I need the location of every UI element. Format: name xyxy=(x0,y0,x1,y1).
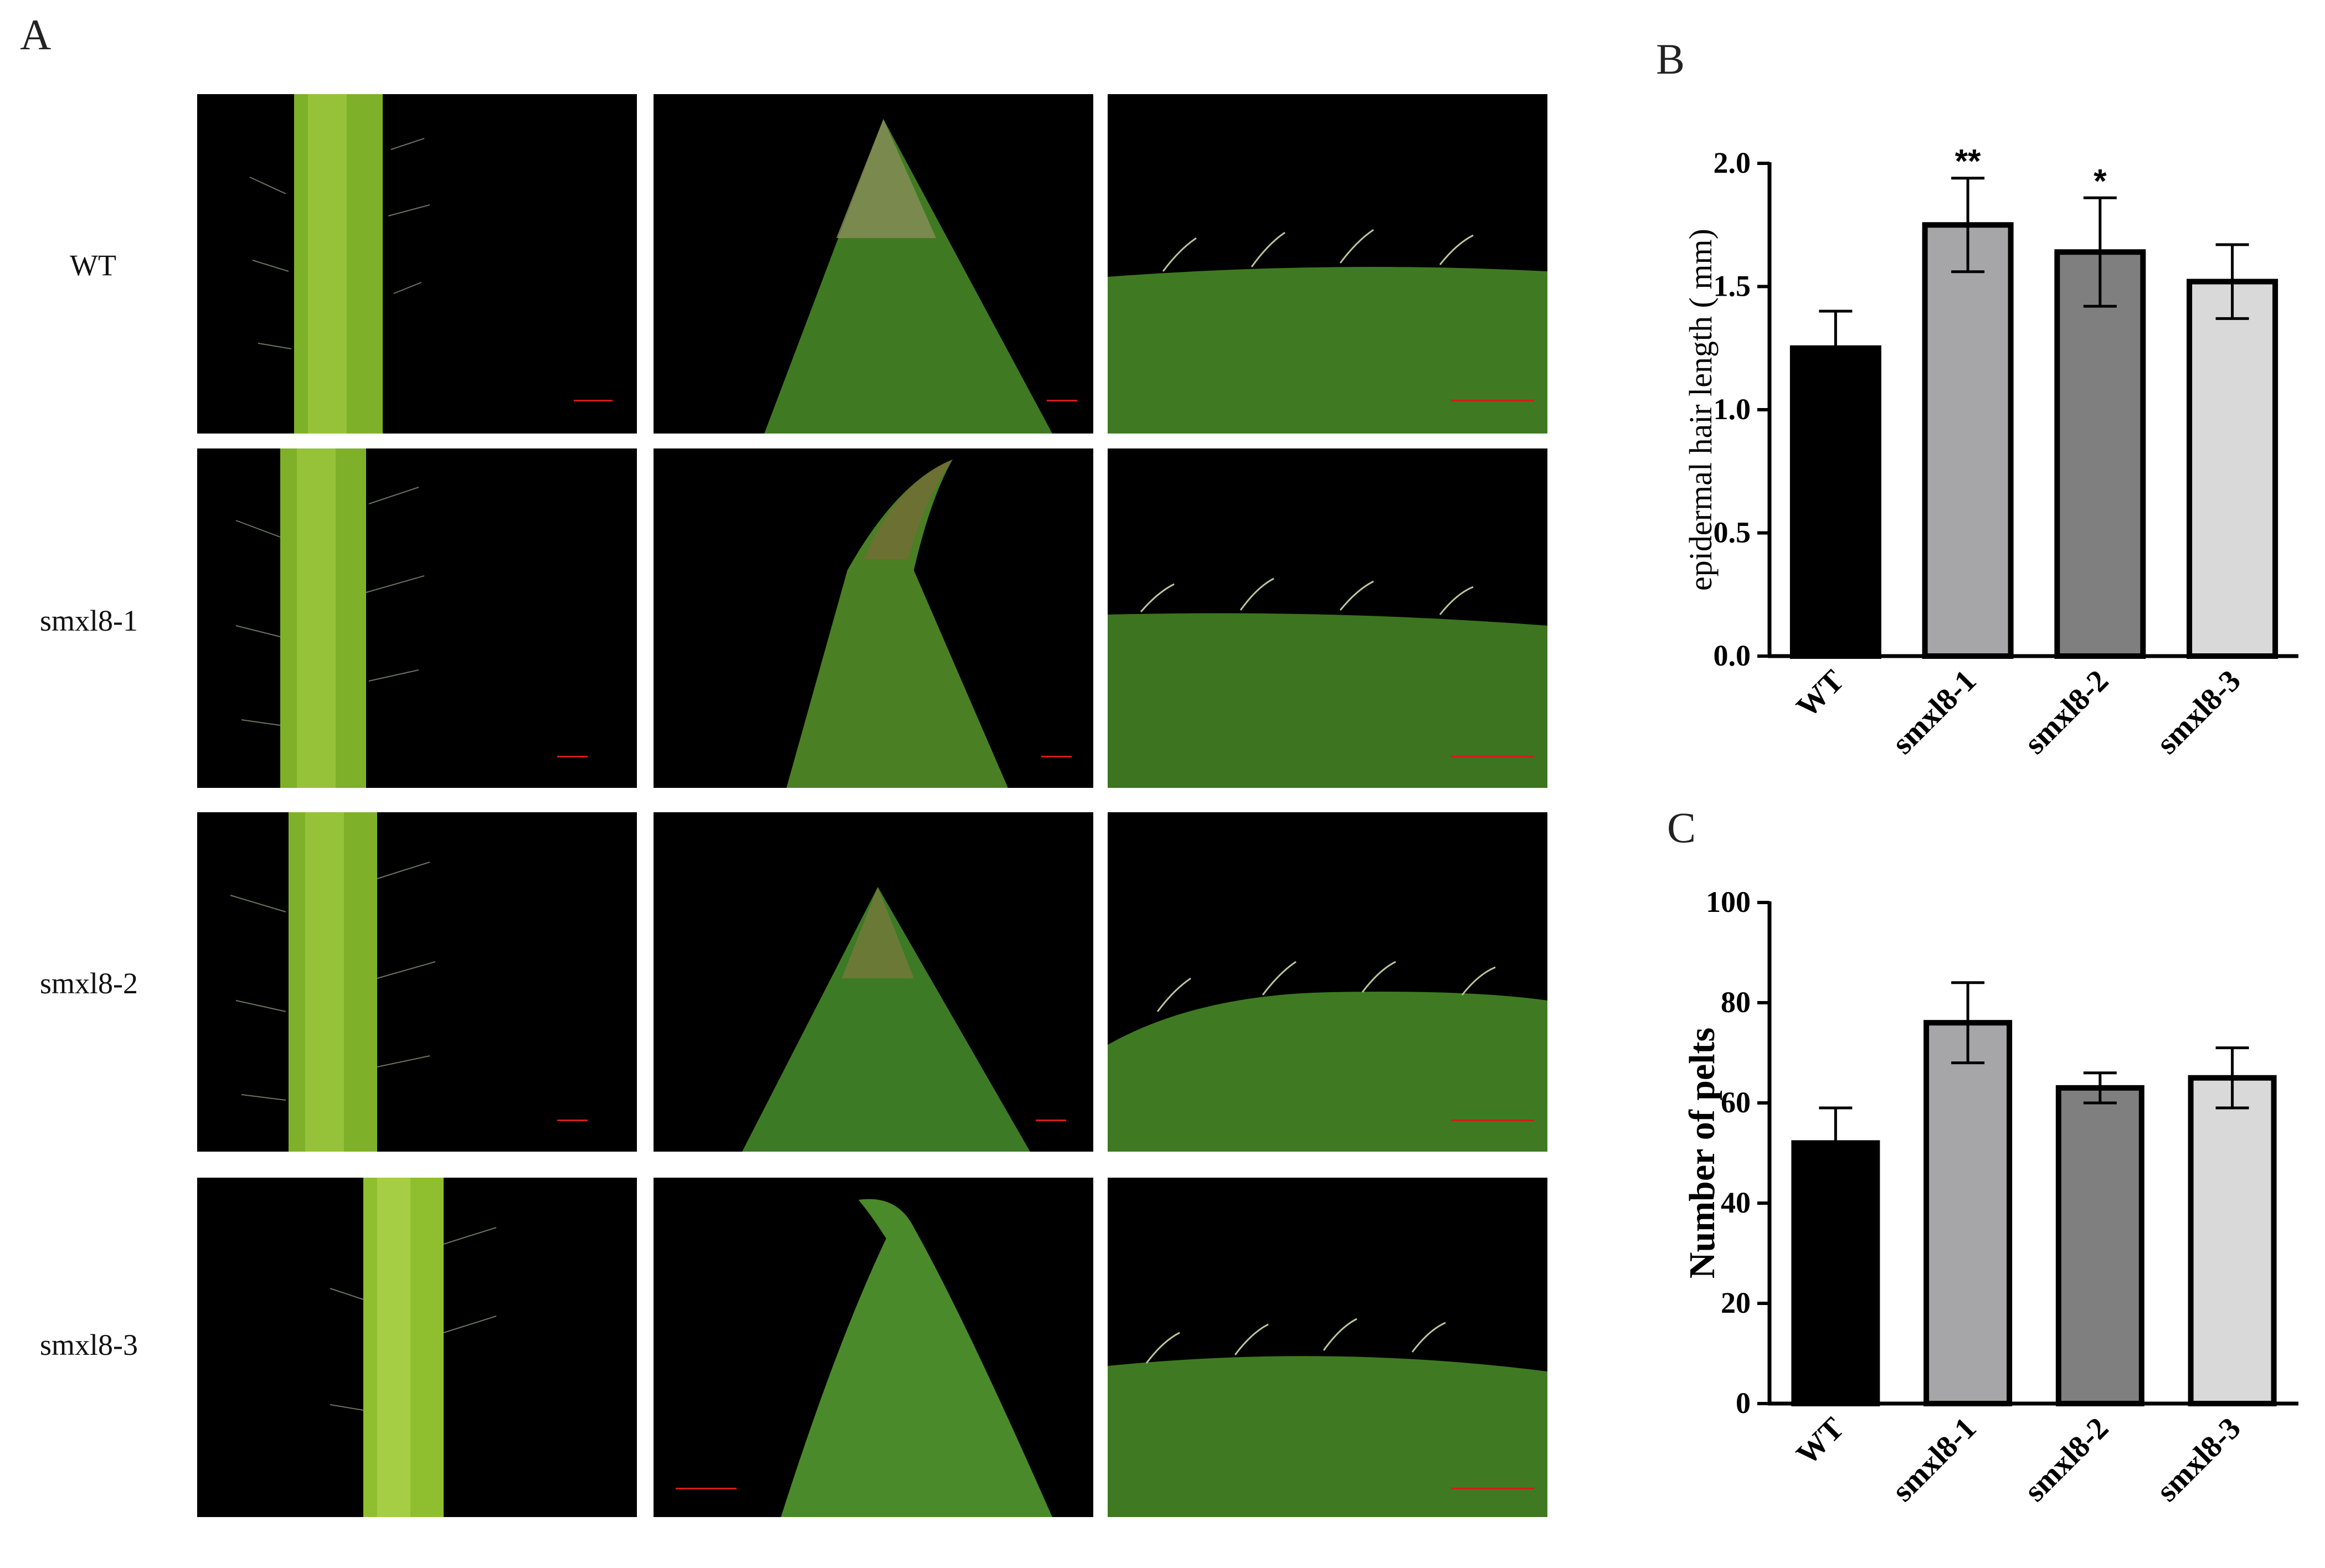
y-tick-label: 60 xyxy=(1721,1086,1751,1119)
y-axis-title: Number of pelts xyxy=(1682,1028,1722,1278)
photo-wt-leaf-margin xyxy=(1108,94,1547,434)
leaf-margin-micrograph xyxy=(1108,1178,1547,1517)
photo-smxl8-2-stem xyxy=(197,812,637,1152)
x-tick-label-smxl8-1: smxl8-1 xyxy=(1885,1411,1983,1508)
leaf-margin-micrograph xyxy=(1108,448,1547,788)
y-tick-label: 80 xyxy=(1721,986,1751,1019)
y-tick-label: 40 xyxy=(1721,1186,1751,1219)
bar-smxl8-1 xyxy=(1923,1020,2013,1406)
x-tick-label-smxl8-3: smxl8-3 xyxy=(2150,663,2247,761)
x-tick-label-smxl8-2: smxl8-2 xyxy=(2018,1411,2115,1508)
leaf-tip-micrograph xyxy=(654,812,1093,1152)
x-tick-label-smxl8-2: smxl8-2 xyxy=(2018,663,2115,761)
panel-letter-c: C xyxy=(1667,803,1696,852)
leaf-tip-micrograph xyxy=(654,94,1093,434)
row-label-smxl8-2: smxl8-2 xyxy=(40,967,138,1000)
photo-smxl8-1-leaf-tip xyxy=(654,448,1093,788)
leaf-margin-micrograph xyxy=(1108,812,1547,1152)
y-tick-label: 100 xyxy=(1706,885,1751,919)
significance-marker: ** xyxy=(1955,143,1981,180)
stem-micrograph xyxy=(197,448,637,788)
photo-smxl8-2-leaf-margin xyxy=(1108,812,1547,1152)
bar-smxl8-2 xyxy=(2055,1085,2144,1407)
bar-smxl8-2 xyxy=(2054,249,2146,659)
bar-smxl8-3 xyxy=(2187,278,2278,659)
stem-micrograph xyxy=(197,94,637,434)
photo-smxl8-3-leaf-tip xyxy=(654,1178,1093,1517)
x-tick-label-smxl8-1: smxl8-1 xyxy=(1885,663,1983,761)
x-tick-label-WT: WT xyxy=(1790,1411,1851,1472)
bar-smxl8-3 xyxy=(2188,1075,2277,1406)
x-tick-label-WT: WT xyxy=(1790,663,1851,724)
y-tick-label: 20 xyxy=(1721,1286,1751,1319)
row-label-smxl8-3: smxl8-3 xyxy=(40,1328,138,1361)
y-tick-label: 1.0 xyxy=(1714,393,1751,426)
leaf-tip-micrograph xyxy=(654,1178,1093,1517)
y-tick-label: 1.5 xyxy=(1714,270,1751,303)
photo-wt-leaf-tip xyxy=(654,94,1093,434)
panel-letter-b: B xyxy=(1656,35,1685,83)
photo-smxl8-1-leaf-margin xyxy=(1108,448,1547,788)
row-label-wt: WT xyxy=(70,249,116,282)
row-label-smxl8-1: smxl8-1 xyxy=(40,604,138,637)
bar-WT xyxy=(1789,345,1881,659)
photo-smxl8-1-stem xyxy=(197,448,637,788)
y-tick-label: 2.0 xyxy=(1714,146,1751,179)
leaf-margin-micrograph xyxy=(1108,94,1547,434)
y-tick-label: 0 xyxy=(1736,1386,1751,1420)
stem-micrograph xyxy=(197,812,637,1152)
panel-letter-a: A xyxy=(20,11,52,59)
photo-smxl8-3-stem xyxy=(197,1178,637,1517)
bar-WT xyxy=(1791,1140,1880,1406)
chart-number-of-pelts: 0 20 40 60 80 100 Number of pelts WT smxl8-1 smxl… xyxy=(1682,885,2298,1508)
bar-smxl8-1 xyxy=(1922,222,2014,659)
leaf-tip-micrograph xyxy=(654,448,1093,788)
photo-wt-stem xyxy=(197,94,637,434)
photo-smxl8-3-leaf-margin xyxy=(1108,1178,1547,1517)
y-tick-label: 0.0 xyxy=(1714,639,1751,672)
y-axis-title: epidermal hair length ( mm) xyxy=(1683,229,1719,591)
significance-marker: * xyxy=(2093,162,2107,199)
photo-smxl8-2-leaf-tip xyxy=(654,812,1093,1152)
chart-hair-length: 0.0 0.5 1.0 1.5 2.0 epidermal hair length ( m… xyxy=(1683,143,2298,761)
stem-micrograph xyxy=(197,1178,637,1517)
x-tick-label-smxl8-3: smxl8-3 xyxy=(2150,1411,2247,1508)
y-tick-label: 0.5 xyxy=(1714,516,1751,549)
